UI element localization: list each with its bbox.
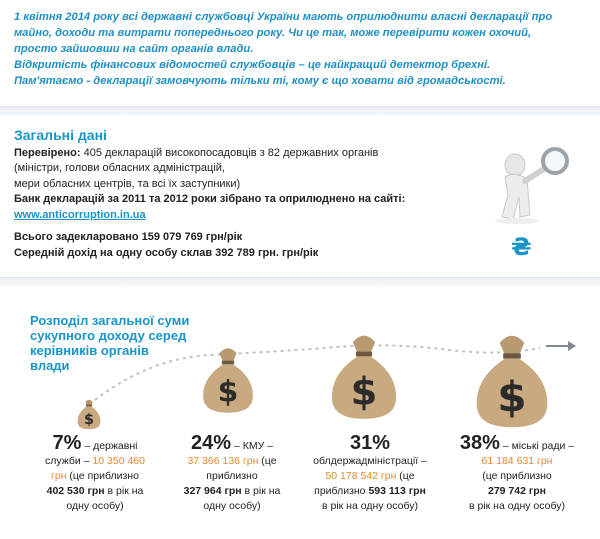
distribution-title-line-3: керівників органів <box>30 343 149 358</box>
intro-line-2: майно, доходи та витрати попереднього ро… <box>14 27 532 39</box>
stat-amount: 37 366 136 грн <box>187 455 259 467</box>
stat-approx-2: приблизно <box>206 470 258 482</box>
intro-line-3: просто зайшовши на сайт органів влади. <box>14 43 254 55</box>
stat-tail: в рік на одну особу) <box>468 500 565 512</box>
bank-text: Банк декларацій за 2011 та 2012 роки зіб… <box>14 193 406 205</box>
stat-amount-unit: грн <box>51 470 67 482</box>
distribution-title-line-2: сукупного доходу серед <box>30 328 187 343</box>
general-title: Загальні дані <box>14 127 107 143</box>
stat-approx: (це <box>258 455 277 467</box>
magnifier-figure-icon: ₴ <box>495 147 569 257</box>
stat-tail: одну особу) <box>66 500 124 512</box>
distribution-title-line-4: влади <box>30 358 70 373</box>
stat-per-person: 279 742 грн <box>487 485 546 497</box>
total-declared: Всього задекларовано 159 079 769 грн/рік <box>14 231 243 243</box>
svg-text:$: $ <box>497 372 526 421</box>
stat-per-person: 402 530 грн <box>46 485 105 497</box>
checked-line-3: мери обласних центрів, та всі їх заступн… <box>14 177 241 190</box>
money-bag-icon: $ <box>77 399 101 430</box>
stat-cabinet: 24% – КМУ – 37 366 136 грн (це приблизно… <box>168 433 296 514</box>
stat-approx: (це приблизно <box>482 470 552 482</box>
distribution-title: Розподіл загальної суми сукупного доходу… <box>30 313 230 373</box>
hryvnia-icon: ₴ <box>511 233 532 257</box>
stat-org: – державні <box>81 440 138 452</box>
svg-text:$: $ <box>84 412 94 428</box>
checked-label: Перевірено: <box>14 146 81 159</box>
stat-amount: 50 178 542 грн <box>325 470 397 482</box>
hryvnia-symbol: ₴ <box>511 233 532 257</box>
stat-approx: (це приблизно <box>66 470 139 482</box>
checked-line-2: (міністри, голови обласних адміністрацій… <box>14 162 225 174</box>
stat-per-tail: в рік на <box>104 485 144 497</box>
stat-percent: 7% <box>52 432 82 454</box>
stat-approx-2: приблизно <box>314 485 369 497</box>
stat-per-person: 593 113 грн <box>368 485 426 497</box>
distribution-title-line-1: Розподіл загальної суми <box>30 313 190 328</box>
separator-top <box>0 106 600 116</box>
svg-text:$: $ <box>351 369 378 414</box>
stat-org: облдержадміністрації – <box>313 455 427 467</box>
stat-regional-admin: 31% облдержадміністрації – 50 178 542 гр… <box>296 433 444 514</box>
stat-percent: 38% <box>459 432 500 454</box>
growth-curve <box>94 341 576 401</box>
stat-approx: (це <box>396 470 415 482</box>
stat-percent: 31% <box>349 432 391 454</box>
intro-text: 1 квітня 2014 року всі державні службовц… <box>14 9 594 89</box>
arrow-right-icon <box>568 341 576 351</box>
intro-line-5: Пам'ятаємо - декларації замовчують тільк… <box>14 75 506 87</box>
separator-bottom <box>0 277 600 287</box>
average-income: Середній дохід на одну особу склав 392 7… <box>14 246 319 259</box>
stat-tail: одну особу) <box>203 500 261 512</box>
stat-org: – КМУ – <box>231 440 273 452</box>
stat-org: – міські ради – <box>499 440 575 452</box>
money-bag-icon: $ <box>476 335 548 428</box>
stat-amount: 61 184 631 грн <box>481 455 553 467</box>
stat-amount: 10 350 460 <box>92 455 145 467</box>
checked-text: 405 декларацій високопосадовців з 82 дер… <box>83 146 379 159</box>
stat-tail: в рік на одну особу) <box>321 500 418 512</box>
svg-text:$: $ <box>218 375 239 410</box>
money-bag-icon: $ <box>203 348 253 413</box>
stat-city-councils: 38% – міські ради – 61 184 631 грн (це п… <box>442 433 592 514</box>
stat-per-tail: в рік на <box>241 485 281 497</box>
intro-line-4: Відкритість фінансових відомостей службо… <box>14 59 491 71</box>
stat-per-person: 327 964 грн <box>183 485 242 497</box>
money-bag-icon: $ <box>331 335 397 419</box>
general-data-section: Загальні дані Перевірено: 405 декларацій… <box>14 127 484 261</box>
stat-state-services: 7% – державні служби – 10 350 460 грн (ц… <box>20 433 170 514</box>
checked-line: Перевірено: 405 декларацій високопосадов… <box>14 146 484 162</box>
stat-org-2: служби – <box>44 455 93 467</box>
intro-line-1: 1 квітня 2014 року всі державні службовц… <box>14 11 553 23</box>
site-link[interactable]: www.anticorruption.in.ua <box>14 208 146 221</box>
stat-percent: 24% <box>191 432 232 454</box>
